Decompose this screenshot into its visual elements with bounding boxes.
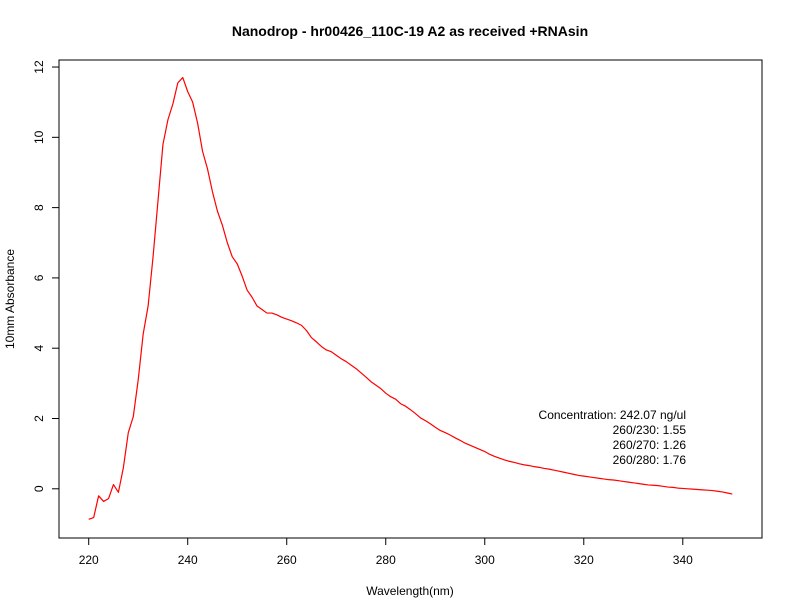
y-tick-label: 10 (32, 130, 46, 144)
x-tick-label: 280 (376, 553, 396, 567)
series-group (88, 76, 733, 520)
annotation-line: 260/230: 1.55 (613, 423, 687, 437)
x-axis: 220 240 260 280 300 320 340 (79, 537, 693, 567)
y-axis-label: 10mm Absorbance (3, 249, 17, 349)
x-tick-label: 340 (673, 553, 693, 567)
x-tick-label: 240 (178, 553, 198, 567)
chart-title: Nanodrop - hr00426_110C-19 A2 as receive… (232, 23, 588, 39)
absorbance-series-line (88, 76, 733, 520)
x-tick-label: 220 (79, 553, 99, 567)
annotation-line: Concentration: 242.07 ng/ul (539, 408, 686, 422)
x-tick-label: 300 (475, 553, 495, 567)
annotation-line: 260/280: 1.76 (613, 453, 687, 467)
y-tick-label: 6 (32, 274, 46, 281)
x-tick-label: 320 (574, 553, 594, 567)
x-tick-label: 260 (277, 553, 297, 567)
y-tick-label: 0 (32, 485, 46, 492)
y-axis: 0 2 4 6 8 10 12 (32, 60, 60, 492)
y-tick-label: 2 (32, 415, 46, 422)
y-tick-label: 8 (32, 204, 46, 211)
x-axis-label: Wavelength(nm) (366, 584, 454, 598)
annotation-line: 260/270: 1.26 (613, 438, 687, 452)
y-tick-label: 12 (32, 60, 46, 74)
y-tick-label: 4 (32, 345, 46, 352)
